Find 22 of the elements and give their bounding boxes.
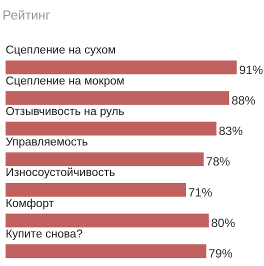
data-label: 78% xyxy=(206,154,230,169)
y-tick-label: Отзывчивость на руль xyxy=(6,106,124,118)
bar xyxy=(6,152,204,166)
y-tick-label: Сцепление на мокром xyxy=(6,75,125,88)
y-tick-label: Износоустойчивость xyxy=(6,167,116,180)
data-label: 88% xyxy=(231,93,256,108)
data-label: 71% xyxy=(188,185,213,200)
bar xyxy=(6,244,206,258)
y-tick-label: Управляемость xyxy=(6,136,88,149)
data-label: 91% xyxy=(239,62,264,77)
y-tick-label: Комфорт xyxy=(6,198,55,210)
data-label: 80% xyxy=(211,216,236,230)
bar xyxy=(6,183,186,197)
bar xyxy=(6,122,216,136)
bar xyxy=(6,91,230,105)
bar xyxy=(6,60,237,74)
data-label: 83% xyxy=(218,124,244,138)
chart-title: Рейтинг xyxy=(2,8,50,22)
y-tick-label: Сцепление на сухом xyxy=(6,44,116,57)
bar xyxy=(6,214,209,228)
y-tick-label: Купите снова? xyxy=(6,228,83,240)
data-label: 79% xyxy=(208,246,233,261)
